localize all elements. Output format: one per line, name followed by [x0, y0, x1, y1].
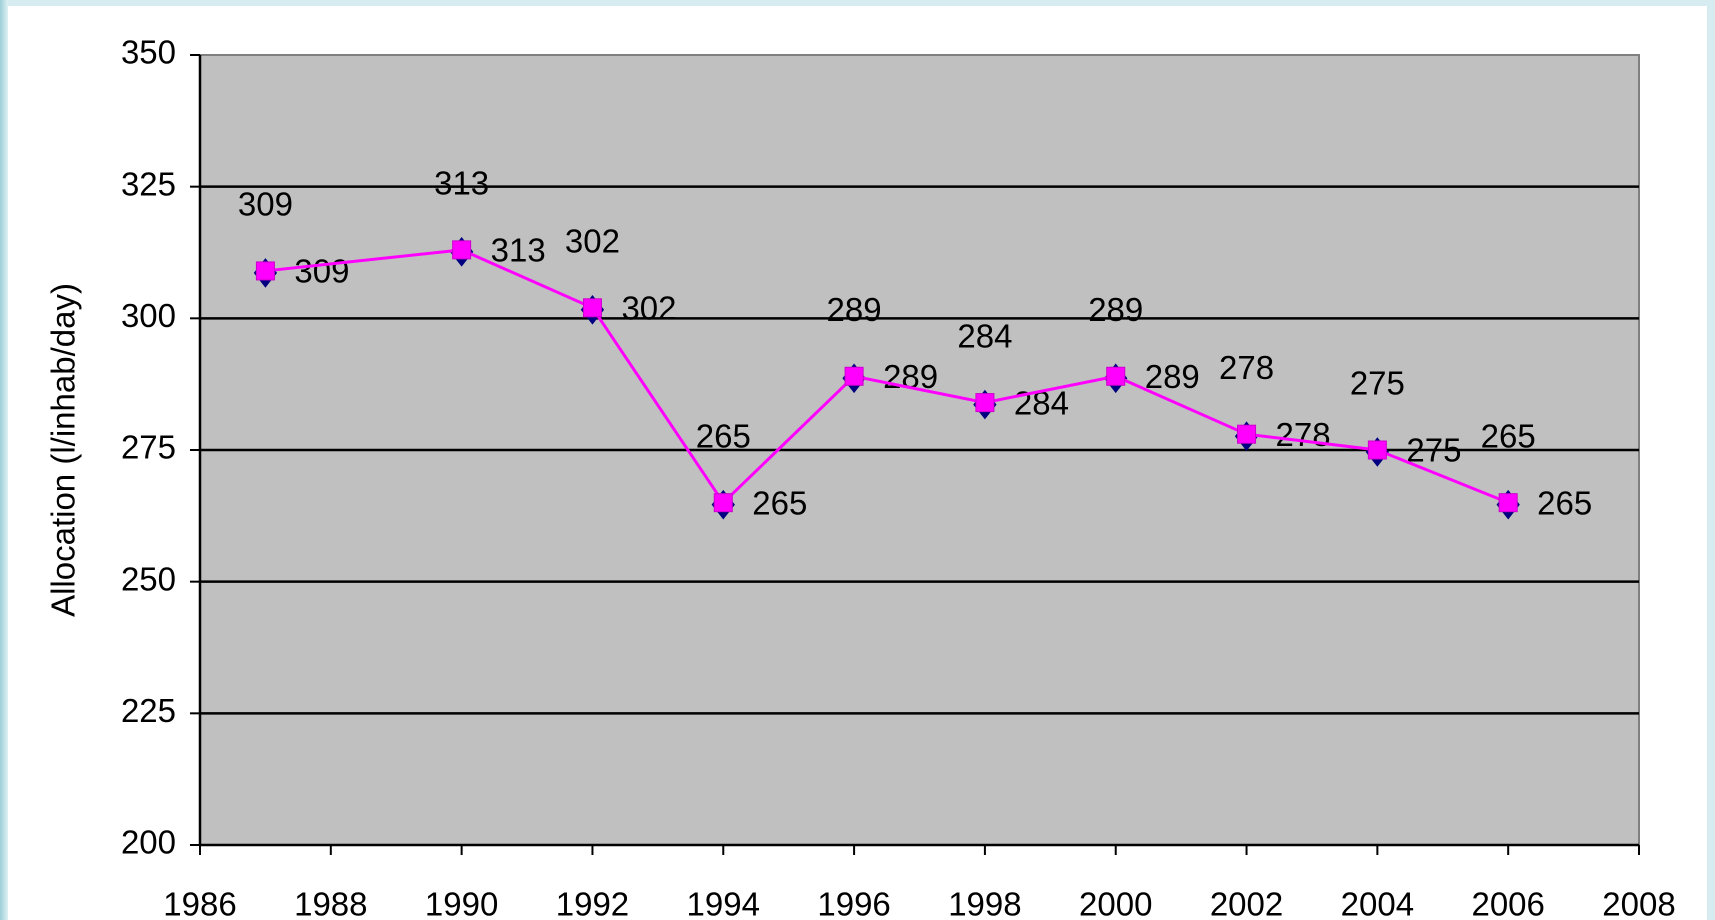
- marker: [844, 366, 864, 386]
- marker: [975, 393, 995, 413]
- data-label: 313: [434, 165, 489, 202]
- x-tick-label: 2002: [1210, 886, 1283, 920]
- y-tick-label: 275: [121, 429, 176, 466]
- y-tick-label: 300: [121, 297, 176, 334]
- x-tick-label: 2000: [1079, 886, 1152, 920]
- slide-edge: [0, 0, 1715, 6]
- x-tick-label: 1992: [556, 886, 629, 920]
- x-tick-label: 1998: [948, 886, 1021, 920]
- marker: [1498, 493, 1518, 513]
- data-label: 284: [957, 317, 1012, 354]
- y-tick-label: 325: [121, 165, 176, 202]
- slide-edge: [1707, 0, 1715, 920]
- data-label: 278: [1219, 349, 1274, 386]
- data-label: 309: [238, 186, 293, 223]
- data-label: 289: [883, 358, 938, 395]
- x-tick-label: 2006: [1471, 886, 1544, 920]
- x-tick-label: 2004: [1341, 886, 1414, 920]
- x-tick-label: 1990: [425, 886, 498, 920]
- marker: [255, 261, 275, 281]
- series-line: [265, 248, 1509, 505]
- data-label: 265: [1481, 417, 1536, 454]
- x-tick-label: 2008: [1602, 886, 1675, 920]
- x-tick-label: 1996: [817, 886, 890, 920]
- marker: [582, 298, 602, 318]
- data-label: 265: [1537, 484, 1592, 521]
- data-label: 309: [294, 253, 349, 290]
- x-tick-label: 1988: [294, 886, 367, 920]
- y-axis-title: Allocation (l/inhab/day): [45, 283, 82, 617]
- x-tick-label: 1986: [163, 886, 236, 920]
- data-label: 275: [1406, 432, 1461, 469]
- marker: [1106, 366, 1126, 386]
- y-tick-label: 200: [121, 824, 176, 861]
- data-label: 265: [752, 484, 807, 521]
- data-label: 313: [491, 232, 546, 269]
- slide-edge: [0, 0, 8, 920]
- data-label: 265: [696, 417, 751, 454]
- data-label: 289: [827, 291, 882, 328]
- x-tick-label: 1994: [687, 886, 760, 920]
- data-label: 302: [621, 290, 676, 327]
- data-label: 289: [1088, 291, 1143, 328]
- y-tick-label: 225: [121, 692, 176, 729]
- data-label: 302: [565, 223, 620, 260]
- marker: [1367, 440, 1387, 460]
- data-label: 275: [1350, 365, 1405, 402]
- marker: [713, 493, 733, 513]
- data-label: 289: [1145, 358, 1200, 395]
- marker: [1237, 424, 1257, 444]
- y-tick-label: 250: [121, 560, 176, 597]
- data-label: 278: [1276, 416, 1331, 453]
- y-tick-label: 350: [121, 34, 176, 71]
- marker: [452, 240, 472, 260]
